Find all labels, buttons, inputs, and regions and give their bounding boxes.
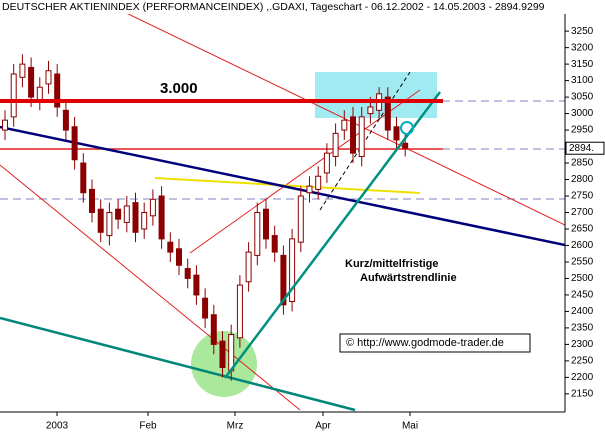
candle-body — [358, 116, 365, 157]
candle-body — [89, 188, 95, 214]
x-tick-label: Feb — [139, 421, 157, 432]
annotation: 3.000 — [160, 80, 198, 97]
candle-body — [97, 208, 104, 233]
candle-body — [289, 238, 296, 303]
candle-body — [149, 198, 156, 217]
y-tick-label: 3000 — [571, 108, 594, 119]
candle-body — [45, 70, 52, 85]
y-tick-label: 2550 — [571, 257, 594, 268]
highlight-box — [315, 72, 437, 118]
candle-body — [132, 202, 139, 233]
x-tick-label: Mrz — [227, 421, 244, 432]
candle-body — [323, 152, 330, 174]
copyright-box — [339, 333, 531, 353]
candle-body — [71, 126, 78, 161]
candle-body — [158, 195, 165, 240]
marker-circle — [400, 121, 414, 135]
uptrend-line — [224, 91, 441, 379]
annotation: Kurz/mittelfristige — [345, 258, 439, 270]
y-tick-label: 2600 — [571, 240, 594, 251]
candle-body — [62, 109, 69, 131]
candle-body — [297, 195, 304, 243]
candle-body — [384, 96, 391, 131]
x-tick-label: Apr — [315, 421, 331, 432]
candle-body — [210, 314, 217, 345]
candle-body — [28, 66, 35, 98]
y-tick-label: 2950 — [571, 125, 594, 136]
candle-body — [106, 212, 113, 237]
trendline — [0, 316, 356, 412]
last-price-label: 2894. — [569, 143, 594, 154]
candle-body — [280, 254, 287, 306]
y-tick-label: 2700 — [571, 207, 594, 218]
candle-body — [254, 212, 261, 256]
annotation: © http://www.godmode-trader.de — [346, 337, 504, 349]
top-overlays — [0, 91, 443, 379]
candle-body — [176, 248, 182, 266]
y-tick-label: 2350 — [571, 323, 594, 334]
candle-body — [306, 185, 313, 194]
chart-title: DEUTSCHER AKTIENINDEX (PERFORMANCEINDEX)… — [2, 1, 545, 13]
y-tick-label: 2150 — [571, 389, 594, 400]
overlays — [0, 14, 565, 412]
y-tick-label: 2400 — [571, 306, 594, 317]
candle-body — [341, 119, 348, 131]
trendline — [127, 14, 565, 226]
y-tick-label: 2650 — [571, 224, 594, 235]
annotation: Aufwärtstrendlinie — [360, 272, 457, 284]
candle-body — [10, 73, 17, 118]
candle-body — [228, 334, 235, 372]
candle-body — [245, 251, 252, 283]
x-tick-label: 2003 — [46, 421, 69, 432]
candle-body — [80, 162, 87, 194]
candle-body — [123, 205, 130, 223]
y-tick-label: 3200 — [571, 42, 594, 53]
y-tick-label: 3250 — [571, 26, 594, 37]
x-tick-label: Mai — [402, 421, 418, 432]
candle-body — [184, 268, 191, 279]
trendline — [189, 89, 421, 254]
y-tick-label: 2450 — [571, 290, 594, 301]
candle-body — [350, 116, 356, 154]
y-tick-label: 2200 — [571, 372, 594, 383]
candle-body — [202, 297, 209, 319]
candle-body — [115, 208, 122, 220]
trendline — [0, 164, 301, 411]
y-tick-label: 3150 — [571, 59, 594, 70]
candle-body — [263, 208, 269, 240]
candle-body — [2, 119, 8, 131]
y-tick-label: 2750 — [571, 191, 594, 202]
trendline — [154, 177, 421, 194]
candle-body — [36, 86, 43, 101]
candle-body — [332, 132, 339, 157]
y-tick-label: 2800 — [571, 174, 594, 185]
candle-body — [219, 340, 226, 368]
y-tick-label: 3050 — [571, 92, 594, 103]
candle-body — [367, 106, 374, 115]
y-tick-label: 2250 — [571, 356, 594, 367]
last-price-box — [565, 141, 605, 155]
candle-body — [271, 235, 278, 253]
candle-body — [236, 284, 243, 339]
candle-body — [19, 63, 26, 78]
y-tick-label: 2300 — [571, 339, 594, 350]
candle-body — [167, 241, 174, 253]
y-tick-label: 2850 — [571, 158, 594, 169]
candle-body — [393, 126, 400, 141]
candle-body — [402, 142, 409, 149]
candle-body — [54, 73, 61, 108]
trendline — [0, 125, 565, 247]
y-tick-label: 3100 — [571, 75, 594, 86]
y-tick-label: 2500 — [571, 273, 594, 284]
candle-body — [315, 175, 322, 190]
candle-body — [141, 212, 148, 230]
candle-body — [193, 274, 200, 296]
